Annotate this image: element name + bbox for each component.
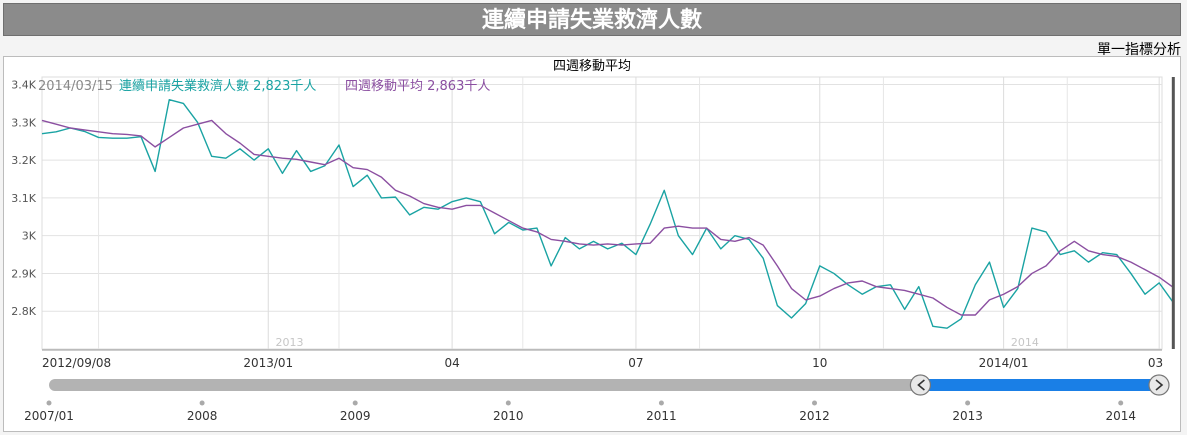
y-tick-label: 3.3K [11,116,36,129]
x-tick-label: 2014/01 [979,356,1029,370]
range-navigator[interactable]: 2007/01 2008 2009 2010 2011 2012 2013 2014 [24,374,1170,423]
navigator-year-label[interactable]: 2014 [1105,409,1136,423]
navigator-tick-dot [46,400,52,406]
chevron-left-icon [917,379,925,391]
x-axis-ticks: 2012/09/08 2013/01 04 07 10 2014/01 03 [42,356,1163,370]
navigator-tick-dot [1118,400,1124,406]
series-layer [41,98,1174,329]
y-tick-label: 3.1K [11,192,36,205]
y-tick-label: 2.9K [11,267,36,280]
readout-date: 2014/03/15 [38,79,113,94]
navigator-year-label[interactable]: 2011 [646,409,677,423]
single-indicator-analysis-link[interactable]: 單一指標分析 [1097,42,1181,58]
navigator-tick-dot [352,400,358,406]
navigator-tick-dot [965,400,971,406]
x-tick-label: 07 [628,356,643,370]
navigator-handle-right[interactable] [1148,374,1170,396]
y-tick-label: 2.8K [11,305,36,318]
series-line-2 [41,119,1174,316]
x-tick-label: 10 [812,356,827,370]
navigator-year-label[interactable]: 2008 [187,409,218,423]
navigator-selection[interactable] [920,379,1159,391]
chevron-right-icon [1155,379,1164,391]
navigator-year-label[interactable]: 2013 [952,409,983,423]
navigator-year-label[interactable]: 2007/01 [24,409,74,423]
navigator-track[interactable] [49,379,1159,391]
handle-circle[interactable] [1148,374,1170,396]
navigator-year-label[interactable]: 2010 [493,409,524,423]
y-axis-ticks: 2.8K 2.9K 3K 3.1K 3.2K 3.3K 3.4K [11,79,36,319]
readout-series1: 連續申請失業救濟人數 2,823千人 [119,78,316,94]
x-tick-label: 2012/09/08 [42,356,111,370]
chart-title: 四週移動平均 [553,59,631,74]
navigator-handle-left[interactable] [909,374,932,396]
x-tick-label: 04 [444,356,459,370]
year-watermark: 2014 [1011,336,1039,349]
line-chart: 2013 2014 2.8K 2.9K 3K 3.1K 3.2K 3.3K 3.4K 2012… [11,59,1175,423]
y-tick-label: 3.4K [11,79,36,92]
navigator-year-label[interactable]: 2012 [799,409,830,423]
year-watermark-layer: 2013 2014 [275,336,1038,349]
y-tick-label: 3K [22,230,37,243]
grid-layer [41,76,1163,351]
series-line-1 [41,98,1174,329]
chart-panel: 2013 2014 2.8K 2.9K 3K 3.1K 3.2K 3.3K 3.4K 2012… [3,56,1181,432]
year-watermark: 2013 [275,336,303,349]
navigator-tick-dot [658,400,664,406]
plot-area-frame [41,76,1163,350]
x-tick-label: 2013/01 [243,356,293,370]
navigator-tick-dot [199,400,205,406]
handle-circle[interactable] [909,374,932,396]
readout: 2014/03/15 連續申請失業救濟人數 2,823千人 四週移動平均 2,8… [38,78,490,94]
page-title: 連續申請失業救濟人數 [3,3,1181,36]
navigator-tick-dot [505,400,511,406]
readout-series2: 四週移動平均 2,863千人 [345,79,490,94]
x-tick-label: 03 [1148,356,1163,370]
navigator-year-label[interactable]: 2009 [340,409,371,423]
y-tick-label: 3.2K [11,154,36,167]
navigator-tick-dot [812,400,818,406]
